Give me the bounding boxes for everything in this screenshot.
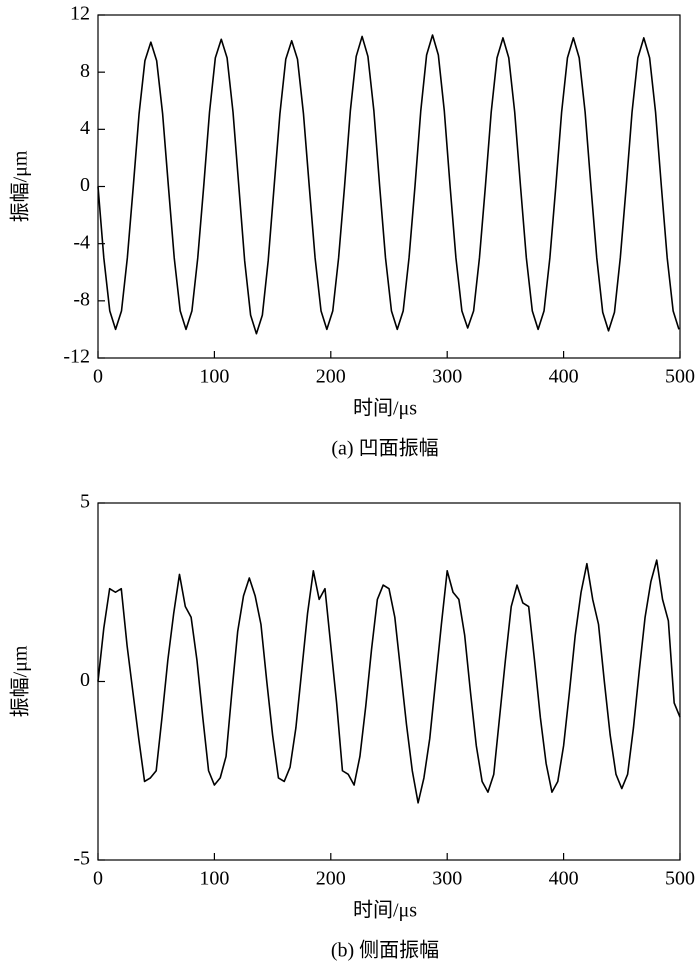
data-line	[97, 34, 680, 335]
caption: (b) 侧面振幅	[331, 939, 439, 962]
plot-frame	[97, 14, 681, 359]
y-tick-label: -4	[73, 231, 90, 253]
y-axis-label: 振幅/μm	[9, 645, 32, 717]
x-tick-label: 400	[549, 366, 579, 388]
x-axis-label: 时间/μs	[353, 899, 417, 922]
x-tick-label: 300	[432, 366, 462, 388]
x-tick-label: 200	[316, 366, 346, 388]
x-tick-label: 100	[199, 366, 229, 388]
x-tick-label: 0	[93, 366, 103, 388]
y-tick-label: 4	[80, 117, 90, 139]
x-tick-label: 500	[665, 868, 695, 890]
plot-frame	[97, 502, 681, 861]
y-tick-label: -12	[63, 346, 90, 368]
y-tick-label: 0	[80, 669, 90, 691]
data-line	[97, 559, 681, 804]
x-axis-label: 时间/μs	[353, 397, 417, 420]
y-tick-label: -8	[73, 288, 90, 310]
y-tick-label: 8	[80, 60, 90, 82]
y-axis-label: 振幅/μm	[9, 150, 32, 222]
x-tick-label: 300	[432, 868, 462, 890]
x-tick-label: 400	[549, 868, 579, 890]
subplot: 0 100 200 300 400 500 -12 -8 -4 0 4 8 12 时间/μs 振幅/μm (a…	[9, 3, 695, 460]
x-tick-label: 100	[199, 868, 229, 890]
x-tick-label: 200	[316, 868, 346, 890]
y-tick-label: -5	[73, 848, 90, 870]
y-tick-label: 5	[80, 491, 90, 513]
caption: (a) 凹面振幅	[331, 437, 438, 460]
x-tick-label: 0	[93, 868, 103, 890]
x-tick-label: 500	[665, 366, 695, 388]
y-tick-label: 0	[80, 174, 90, 196]
y-tick-label: 12	[70, 3, 90, 25]
